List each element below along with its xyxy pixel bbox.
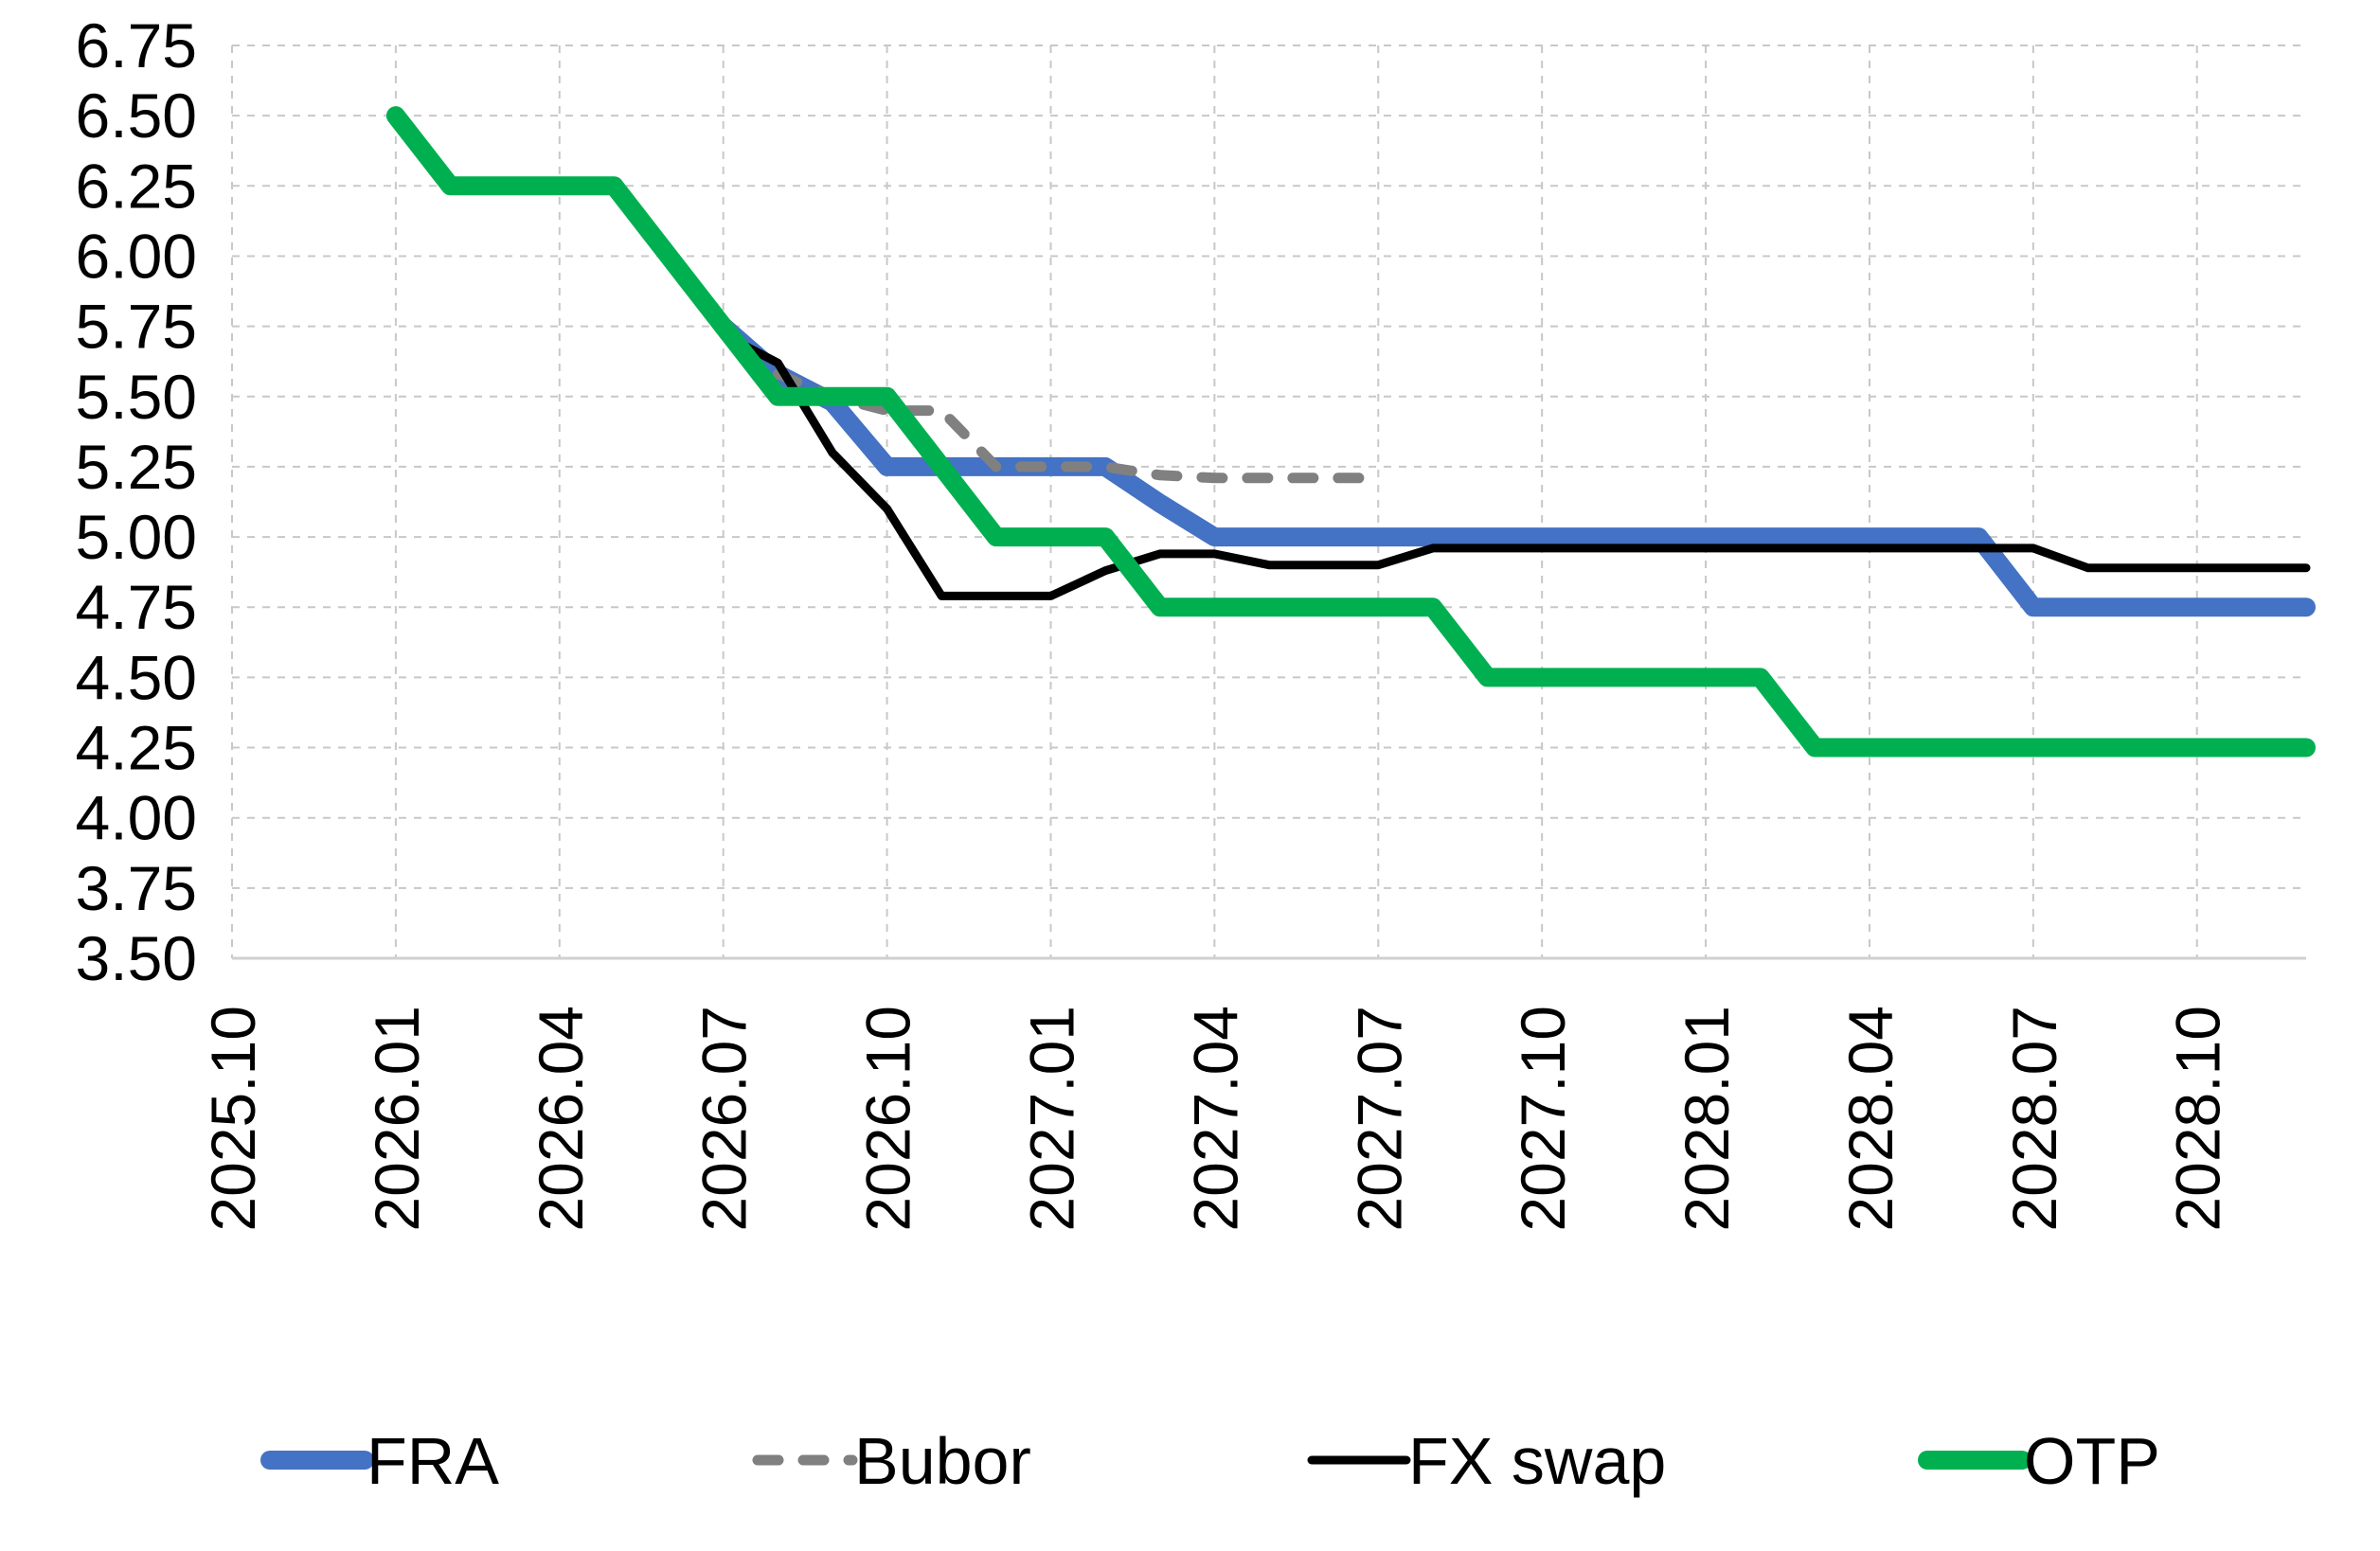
legend-item-bubor: Bubor: [752, 1424, 1031, 1498]
x-tick-label: 2027.07: [1344, 1006, 1414, 1232]
x-tick-label: 2026.10: [853, 1006, 923, 1232]
x-tick-label: 2026.01: [362, 1006, 432, 1232]
y-tick-label: 6.00: [76, 221, 197, 291]
legend-item-fx-swap: FX swap: [1307, 1424, 1666, 1498]
y-tick-label: 6.25: [76, 151, 197, 221]
y-tick-label: 5.50: [76, 362, 197, 432]
x-tick-label: 2028.07: [1999, 1006, 2069, 1232]
legend-item-fra: FRA: [260, 1424, 499, 1498]
series-line-otp: [385, 106, 2316, 758]
x-tick-label: 2026.04: [526, 1006, 596, 1232]
x-tick-label: 2027.10: [1508, 1006, 1578, 1232]
x-tick-label: 2026.07: [689, 1006, 760, 1232]
y-tick-label: 3.75: [76, 853, 197, 923]
y-axis-ticks: 6.756.506.256.005.755.505.255.004.754.50…: [76, 10, 197, 993]
y-tick-label: 5.00: [76, 502, 197, 572]
x-tick-label: 2028.04: [1835, 1006, 1906, 1232]
legend-label: FRA: [367, 1424, 499, 1498]
series-lines: [385, 106, 2316, 758]
y-tick-label: 5.25: [76, 432, 197, 502]
legend-label: Bubor: [854, 1424, 1031, 1498]
y-tick-label: 3.50: [76, 923, 197, 993]
x-axis-ticks: 2025.10 2026.01 2026.04 2026.07 2026.10 2027.…: [198, 1006, 2233, 1232]
y-tick-label: 5.75: [76, 292, 197, 362]
x-tick-label: 2027.04: [1180, 1006, 1250, 1232]
y-tick-label: 4.00: [76, 783, 197, 853]
y-tick-label: 4.25: [76, 713, 197, 783]
x-tick-label: 2027.01: [1016, 1006, 1086, 1232]
legend-label: FX swap: [1408, 1424, 1666, 1498]
x-tick-label: 2025.10: [198, 1006, 268, 1232]
legend-item-otp: OTP: [1918, 1424, 2160, 1498]
y-tick-label: 6.75: [76, 10, 197, 80]
y-tick-label: 6.50: [76, 80, 197, 151]
legend-label: OTP: [2024, 1424, 2160, 1498]
legend: FRA Bubor FX swap OTP: [260, 1424, 2160, 1498]
x-tick-label: 2028.01: [1672, 1006, 1742, 1232]
y-tick-label: 4.75: [76, 572, 197, 642]
series-line-bubor: [772, 368, 1384, 484]
y-tick-label: 4.50: [76, 642, 197, 712]
series-line-fx-swap: [719, 330, 2311, 600]
x-tick-label: 2028.10: [2163, 1006, 2233, 1232]
